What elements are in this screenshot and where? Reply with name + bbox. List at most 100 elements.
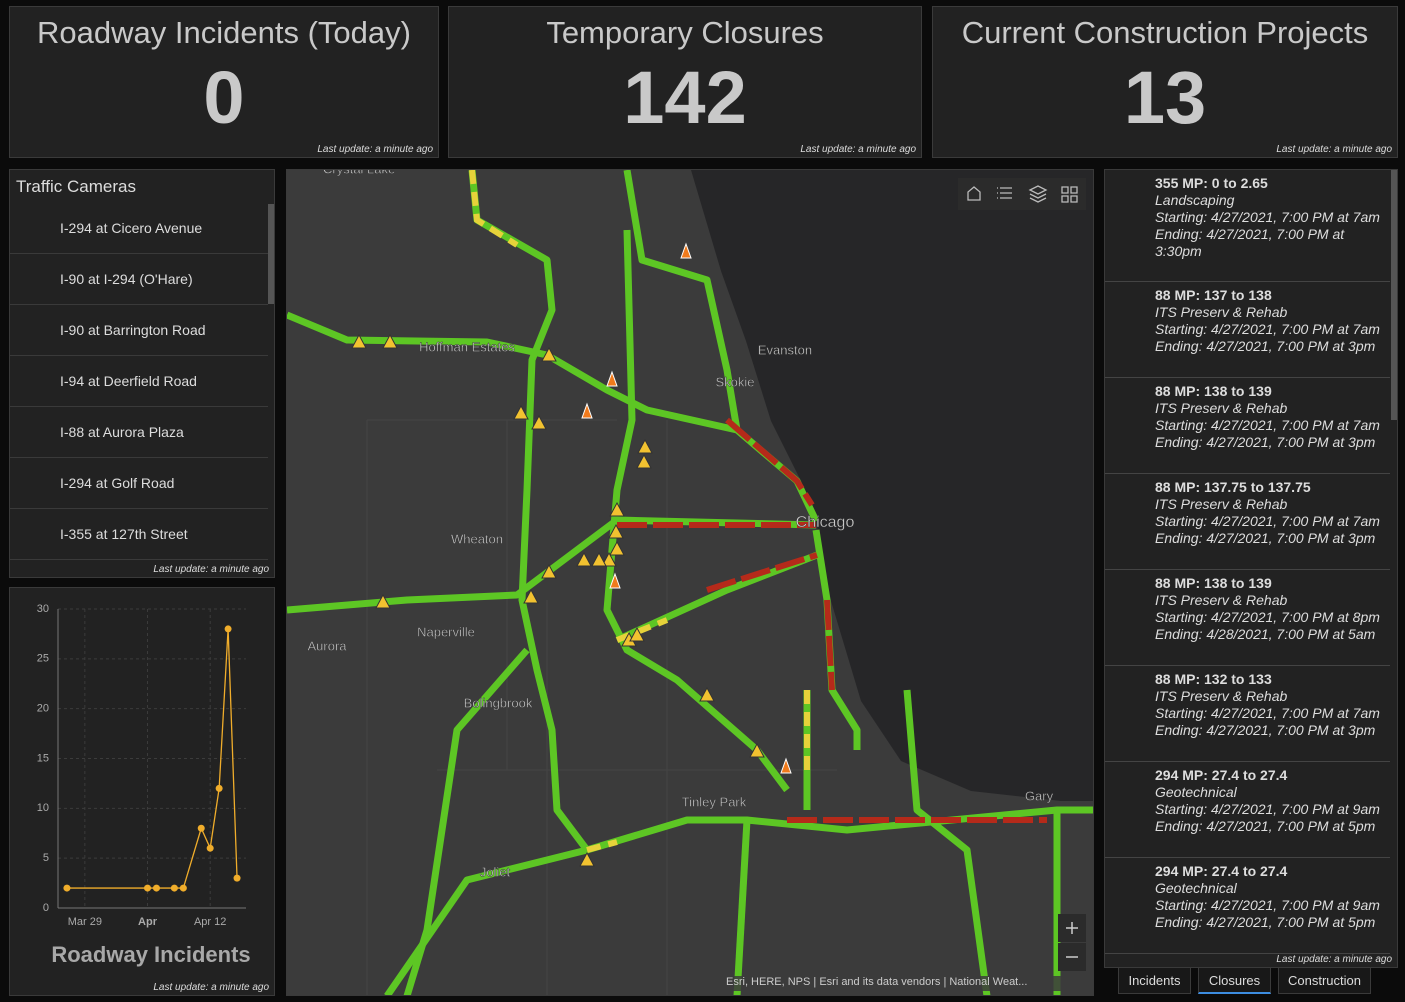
map-toolbar — [958, 178, 1086, 210]
last-update: Last update: a minute ago — [317, 144, 433, 155]
place-label: Chicago — [796, 514, 855, 531]
warning-icon — [629, 626, 645, 642]
line — [66, 628, 238, 889]
warning-icon — [541, 563, 557, 579]
camera-item[interactable]: I-294 at Cicero Avenue — [10, 204, 268, 254]
place-label: Evanston — [758, 342, 812, 357]
y-tick-label: 5 — [43, 852, 49, 864]
warning-icon — [531, 414, 547, 430]
closure-title: 88 MP: 137.75 to 137.75 — [1155, 479, 1311, 495]
closure-end: Ending: 4/27/2021, 7:00 PM at 3pm — [1155, 530, 1376, 546]
y-tick-label: 20 — [37, 703, 49, 715]
road — [903, 689, 991, 995]
tab[interactable]: Closures — [1198, 967, 1271, 994]
camera-item[interactable]: I-355 at 127th Street — [10, 510, 268, 560]
closure-text: 88 MP: 137.75 to 137.75 ITS Preserv & Reh… — [1155, 479, 1387, 547]
attribution: Esri, HERE, NPS | Esri and its data vend… — [722, 976, 1088, 991]
road — [287, 311, 820, 523]
place-label: Crystal Lake — [323, 170, 395, 176]
cone-icon — [680, 242, 692, 259]
place-label: Aurora — [307, 638, 347, 653]
traffic-cameras-panel: Traffic Cameras Last update: a minute ag… — [9, 169, 275, 578]
home-button[interactable] — [967, 186, 981, 201]
warning-icon — [636, 453, 652, 469]
closure-type: ITS Preserv & Rehab — [1155, 688, 1288, 704]
x-tick-label: Apr 12 — [194, 916, 226, 928]
legend-button[interactable] — [997, 187, 1012, 199]
panel-title: Traffic Cameras — [16, 177, 136, 196]
closures-list: Last update: a minute ago 355 MP: 0 to 2… — [1104, 169, 1398, 968]
closure-item[interactable]: 88 MP: 138 to 139 ITS Preserv & Rehab Star… — [1105, 378, 1390, 474]
warning-icon — [609, 501, 625, 517]
point — [215, 784, 223, 792]
last-update: Last update: a minute ago — [800, 144, 916, 155]
closure-item[interactable]: 355 MP: 0 to 2.65 Landscaping Starting: 4/… — [1105, 170, 1390, 282]
point — [197, 824, 205, 832]
last-update: Last update: a minute ago — [1276, 144, 1392, 155]
warning-icon — [699, 686, 715, 702]
warning-icon — [591, 551, 607, 567]
layers-button[interactable] — [1028, 185, 1048, 203]
place-label: Gary — [1025, 788, 1054, 803]
warning-icon — [601, 551, 617, 567]
closure-item[interactable]: 294 MP: 27.4 to 27.4 Geotechnical Starting… — [1105, 858, 1390, 954]
scrollbar[interactable] — [1391, 170, 1397, 420]
x-tick-label: Mar 29 — [68, 916, 102, 928]
warning-icon — [576, 551, 592, 567]
congestion — [824, 599, 835, 691]
closure-end: Ending: 4/28/2021, 7:00 PM at 5am — [1155, 626, 1376, 642]
closure-item[interactable]: 88 MP: 137 to 138 ITS Preserv & Rehab Star… — [1105, 282, 1390, 378]
closure-title: 294 MP: 27.4 to 27.4 — [1155, 767, 1288, 783]
map[interactable]: Crystal Lake Hoffman Estates Evanston Skoki… — [286, 169, 1094, 996]
closure-start: Starting: 4/27/2021, 7:00 PM at 7am — [1155, 209, 1380, 225]
closure-end: Ending: 4/27/2021, 7:00 PM at 5pm — [1155, 914, 1376, 930]
road — [733, 819, 751, 995]
warning-icon — [513, 404, 529, 420]
tab[interactable]: Construction — [1278, 967, 1371, 994]
slow-traffic — [586, 839, 618, 853]
last-update: Last update: a minute ago — [153, 982, 269, 993]
congestion — [706, 552, 818, 593]
closure-type: ITS Preserv & Rehab — [1155, 496, 1288, 512]
closure-end: Ending: 4/27/2021, 7:00 PM at 5pm — [1155, 818, 1376, 834]
indicator: Temporary Closures 142 Last update: a minu… — [448, 6, 922, 158]
point — [206, 844, 214, 852]
tab[interactable]: Incidents — [1118, 967, 1191, 994]
point — [233, 874, 241, 882]
camera-item[interactable]: I-294 at Golf Road — [10, 459, 268, 509]
camera-item[interactable]: I-88 at Aurora Plaza — [10, 408, 268, 458]
closure-title: 88 MP: 138 to 139 — [1155, 383, 1272, 399]
zoom-in[interactable] — [1058, 914, 1086, 942]
place-label: Naperville — [417, 624, 475, 639]
zoom-out[interactable] — [1058, 943, 1086, 971]
road — [468, 170, 1093, 854]
point — [144, 884, 152, 892]
point — [152, 884, 160, 892]
closure-item[interactable]: 88 MP: 137.75 to 137.75 ITS Preserv & Reh… — [1105, 474, 1390, 570]
chart: Roadway Incidents 0 5 10 15 20 25 30 Mar 29 Apr A… — [37, 603, 251, 967]
camera-item[interactable]: I-94 at Deerfield Road — [10, 357, 268, 407]
camera-item[interactable]: I-90 at I-294 (O'Hare) — [10, 255, 268, 305]
cone-icon — [606, 370, 618, 387]
closure-start: Starting: 4/27/2021, 7:00 PM at 7am — [1155, 417, 1380, 433]
point — [63, 884, 71, 892]
basemap-button[interactable] — [1061, 186, 1078, 203]
lake — [691, 170, 1093, 801]
point — [224, 625, 232, 633]
camera-item[interactable]: I-90 at Barrington Road — [10, 306, 268, 356]
y-tick-label: 25 — [37, 653, 49, 665]
closure-item[interactable]: 88 MP: 138 to 139 ITS Preserv & Rehab Star… — [1105, 570, 1390, 666]
indicator-title: Roadway Incidents (Today) — [37, 15, 411, 50]
closure-item[interactable]: 88 MP: 132 to 133 ITS Preserv & Rehab Star… — [1105, 666, 1390, 762]
point — [170, 884, 178, 892]
warning-icon — [608, 523, 624, 539]
scrollbar[interactable] — [268, 204, 274, 304]
warning-icon — [609, 540, 625, 556]
indicator-value: 13 — [1123, 56, 1207, 139]
point — [179, 884, 187, 892]
closure-type: Geotechnical — [1155, 784, 1237, 800]
closure-end: Ending: 4/27/2021, 7:00 PM at 3:30pm — [1155, 226, 1345, 259]
closure-item[interactable]: 294 MP: 27.4 to 27.4 Geotechnical Starting… — [1105, 762, 1390, 858]
closure-end: Ending: 4/27/2021, 7:00 PM at 3pm — [1155, 338, 1376, 354]
